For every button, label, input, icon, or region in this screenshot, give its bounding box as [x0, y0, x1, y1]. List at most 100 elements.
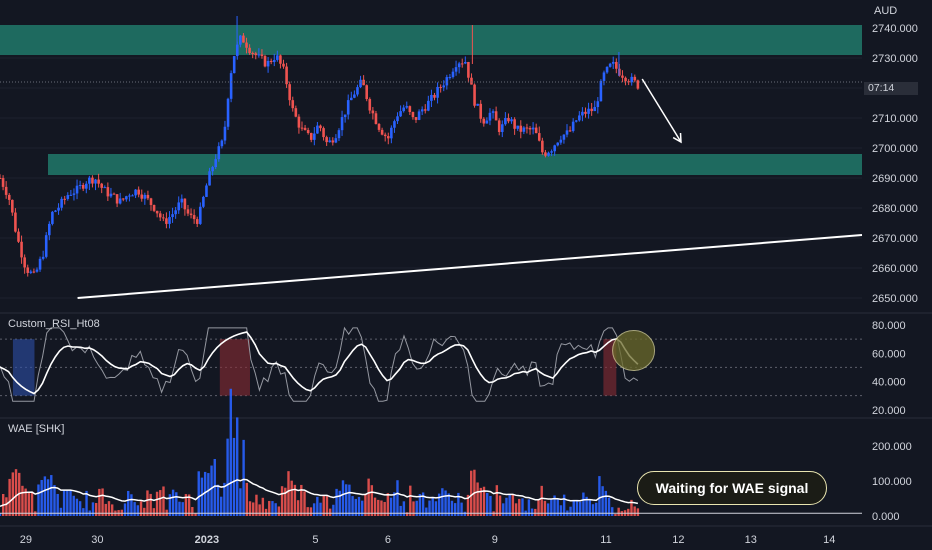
time-tick-label: 9 — [492, 534, 498, 546]
wae-bar — [239, 488, 242, 516]
trendline — [77, 234, 863, 299]
candle-body — [168, 217, 171, 224]
candle-body — [152, 205, 156, 211]
candle-body — [553, 145, 556, 152]
candle-body — [587, 108, 590, 114]
wae-bar — [146, 490, 149, 516]
candle-body — [331, 140, 335, 143]
candle-body — [488, 112, 492, 121]
time-tick-label: 5 — [312, 534, 318, 546]
candle-body — [57, 207, 60, 211]
wae-bar — [319, 502, 322, 516]
candle-body — [171, 214, 174, 218]
candle-body — [242, 35, 245, 43]
wae-bar — [322, 494, 325, 516]
candle-body — [297, 116, 301, 128]
wae-bar — [428, 500, 431, 516]
candle-body — [396, 116, 399, 122]
wae-signal-text: Waiting for WAE signal — [655, 480, 809, 496]
wae-bar — [223, 482, 226, 516]
candle-body — [266, 60, 270, 67]
wae-bar — [98, 488, 101, 516]
candle-body — [149, 198, 153, 206]
candle-body — [507, 117, 510, 122]
wae-bar — [338, 490, 341, 516]
candle-body — [494, 111, 498, 121]
wae-bar — [139, 501, 143, 516]
wae-bar — [245, 482, 249, 516]
candle-body — [11, 199, 14, 213]
projection-arrow — [641, 78, 682, 143]
wae-bar — [82, 508, 85, 516]
candle-body — [602, 72, 606, 81]
candle-body — [214, 159, 218, 168]
wae-bar — [502, 503, 505, 516]
wae-bar — [556, 499, 559, 516]
candle-body — [439, 86, 442, 88]
candle-body — [590, 108, 593, 112]
candle-body — [94, 179, 97, 184]
candle-body — [235, 44, 239, 57]
candle-body — [485, 120, 489, 124]
candle-body — [636, 80, 640, 89]
wae-bar — [386, 493, 390, 516]
candle-body — [574, 120, 578, 122]
wae-bar — [421, 492, 425, 516]
candle-body — [374, 113, 378, 124]
candle-body — [192, 215, 196, 220]
countdown-tag: 07:14 — [864, 82, 918, 95]
candle-body — [4, 186, 8, 195]
wae-bar — [216, 484, 220, 516]
wae-bar — [431, 497, 434, 516]
candle-body — [377, 123, 381, 130]
wae-bar — [405, 512, 409, 516]
wae-bar — [617, 507, 620, 516]
wae-bar — [149, 493, 152, 516]
wae-bar — [43, 476, 47, 516]
candle-body — [72, 193, 76, 195]
wae-bar — [572, 500, 575, 516]
wae-bar — [123, 503, 127, 516]
wae-bar — [101, 488, 104, 516]
wae-bar — [402, 501, 406, 516]
resistance-zone — [0, 25, 862, 55]
candle-body — [599, 80, 603, 102]
candle-body — [309, 133, 313, 140]
candle-body — [454, 67, 458, 72]
candle-body — [516, 125, 519, 129]
candle-body — [519, 125, 523, 132]
candle-body — [562, 134, 566, 140]
candle-body — [1, 178, 5, 187]
candle-body — [510, 119, 513, 122]
wae-bar — [636, 508, 640, 516]
candle-body — [337, 130, 341, 139]
candle-body — [134, 189, 137, 196]
rsi-tick-label: 40.000 — [872, 377, 906, 389]
candle-body — [272, 59, 276, 63]
wae-bar — [537, 499, 540, 516]
wae-bar — [110, 504, 114, 516]
candle-body — [165, 218, 168, 224]
wae-bar — [0, 513, 2, 516]
candle-body — [427, 100, 430, 111]
wae-bar — [252, 502, 255, 516]
candle-body — [464, 61, 467, 64]
candle-body — [380, 129, 384, 135]
wae-bar — [447, 493, 450, 516]
wae-bar — [21, 485, 24, 516]
candle-body — [294, 108, 298, 117]
wae-bar — [168, 494, 172, 516]
candle-body — [254, 53, 258, 56]
candle-body — [63, 198, 67, 200]
wae-bar — [187, 494, 191, 516]
wae-bar — [601, 486, 604, 516]
wae-bar — [37, 484, 40, 516]
wae-bar — [380, 500, 383, 516]
wae-bar — [143, 507, 146, 516]
candle-body — [556, 142, 560, 146]
wae-bar — [127, 490, 130, 516]
candle-body — [414, 117, 418, 120]
wae-bar — [607, 497, 611, 516]
time-tick-label: 12 — [672, 534, 684, 546]
wae-bar — [248, 501, 252, 516]
